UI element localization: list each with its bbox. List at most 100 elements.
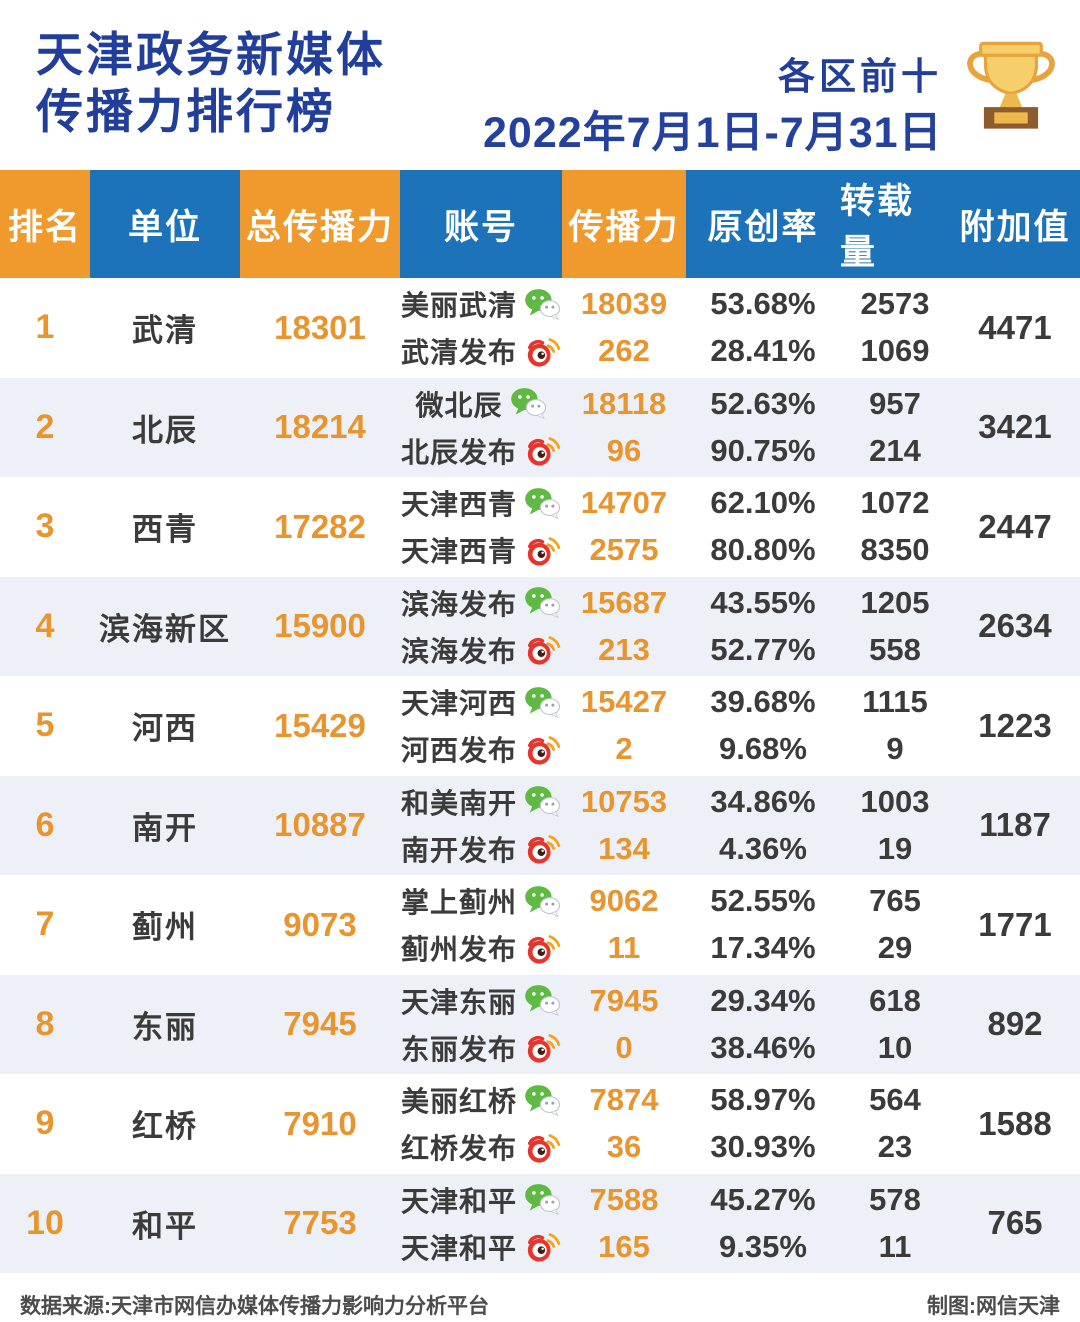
- column-header-original: 原创率: [707, 207, 819, 247]
- repost-value: 618: [869, 982, 921, 1018]
- account-name: 微北辰: [415, 389, 503, 421]
- power-value: 36: [606, 1129, 642, 1165]
- rank-value: 5: [35, 706, 55, 745]
- added-value: 1187: [979, 806, 1051, 844]
- account-cell: 滨海发布 滨海发布: [400, 577, 562, 677]
- account-name: 天津和平: [400, 1232, 517, 1264]
- wechat-icon: [524, 1084, 561, 1117]
- power-cell: 14707 2575: [562, 477, 686, 577]
- repost-value: 1115: [862, 684, 928, 720]
- column-header-group: 原创率 转载量 附加值: [686, 170, 1080, 278]
- account-line-wechat: 天津西青: [400, 480, 562, 527]
- power-value: 11: [607, 930, 641, 966]
- rank-value: 2: [35, 407, 55, 446]
- unit-name: 武清: [132, 313, 198, 349]
- power-value: 15687: [580, 584, 668, 620]
- wechat-icon: [524, 1183, 561, 1216]
- added-value: 3421: [978, 408, 1052, 446]
- repost-value: 1205: [860, 584, 930, 620]
- original-rate-value: 62.10%: [710, 485, 816, 521]
- total-power-value: 15900: [274, 607, 366, 645]
- table-row: 1 武清 18301 美丽武清 武清发布 18039 262 53.68% 28…: [0, 278, 1080, 378]
- power-cell: 15687 213: [562, 577, 686, 677]
- repost-value: 957: [869, 385, 921, 421]
- account-name: 武清发布: [400, 337, 517, 369]
- total-power-value: 18214: [274, 408, 366, 446]
- power-value: 18118: [581, 385, 667, 421]
- power-value: 7874: [589, 1082, 659, 1118]
- account-line-weibo: 武清发布: [400, 328, 562, 375]
- power-value: 10753: [580, 783, 668, 819]
- repost-cell: 1115 9: [840, 676, 950, 776]
- total-power-value: 15429: [274, 706, 366, 744]
- original-rate-cell: 45.27% 9.35%: [686, 1174, 840, 1274]
- power-cell: 9062 11: [562, 875, 686, 975]
- account-name: 东丽发布: [400, 1033, 517, 1065]
- repost-cell: 1072 8350: [840, 477, 950, 577]
- original-rate-cell: 52.63% 90.75%: [686, 378, 840, 478]
- account-line-weibo: 天津和平: [400, 1223, 562, 1270]
- total-power-value: 7910: [283, 1104, 357, 1142]
- repost-value: 8350: [860, 532, 930, 568]
- account-line-wechat: 滨海发布: [400, 579, 562, 626]
- power-value: 262: [598, 333, 650, 369]
- unit-name: 北辰: [132, 412, 198, 448]
- hero-header: 天津政务新媒体 传播力排行榜 各区前十 2022年7月1日-7月31日: [0, 0, 1080, 170]
- table-header: 排名 单位 总传播力 账号 传播力 原创率 转载量 附加值: [0, 170, 1080, 278]
- table-row: 2 北辰 18214 微北辰 北辰发布 18118 96 52.63% 90.7…: [0, 377, 1080, 478]
- original-rate-cell: 43.55% 52.77%: [686, 577, 840, 677]
- wechat-icon: [524, 984, 561, 1017]
- account-name: 天津西青: [400, 489, 517, 521]
- account-name: 滨海发布: [400, 588, 517, 620]
- account-name: 蓟州发布: [400, 934, 517, 966]
- wechat-icon: [524, 586, 561, 619]
- power-value: 2575: [589, 532, 659, 568]
- repost-cell: 1003 19: [840, 776, 950, 876]
- repost-cell: 618 10: [840, 975, 950, 1075]
- repost-cell: 765 29: [840, 875, 950, 975]
- power-cell: 15427 2: [562, 676, 686, 776]
- added-value: 1588: [978, 1104, 1052, 1142]
- original-rate-value: 45.27%: [710, 1181, 816, 1217]
- account-line-wechat: 和美南开: [400, 778, 562, 825]
- account-name: 和美南开: [400, 787, 517, 819]
- unit-name: 滨海新区: [99, 611, 231, 647]
- account-name: 天津西青: [400, 536, 517, 568]
- original-rate-value: 17.34%: [710, 930, 816, 966]
- column-header-repost: 转载量: [840, 182, 915, 272]
- credit-note: 制图:网信天津: [927, 1295, 1060, 1318]
- account-line-wechat: 微北辰: [400, 380, 562, 427]
- unit-name: 和平: [132, 1208, 198, 1244]
- original-rate-value: 53.68%: [710, 286, 816, 322]
- original-rate-value: 52.77%: [710, 631, 816, 667]
- trophy-icon: [960, 30, 1062, 138]
- account-line-weibo: 红桥发布: [400, 1124, 562, 1171]
- added-value: 892: [987, 1005, 1043, 1043]
- power-value: 134: [598, 830, 650, 866]
- unit-name: 蓟州: [132, 910, 198, 946]
- table-row: 4 滨海新区 15900 滨海发布 滨海发布 15687 213 43.55% …: [0, 576, 1080, 677]
- power-value: 96: [606, 432, 642, 468]
- total-power-value: 7945: [283, 1005, 357, 1043]
- power-value: 18039: [580, 286, 668, 322]
- account-line-wechat: 掌上蓟州: [400, 878, 562, 925]
- wechat-icon: [524, 288, 561, 321]
- account-line-weibo: 河西发布: [400, 726, 562, 773]
- column-header-power: 传播力: [562, 170, 686, 278]
- wechat-icon: [524, 487, 561, 520]
- account-line-wechat: 天津东丽: [400, 977, 562, 1024]
- page-title-line1: 天津政务新媒体: [36, 28, 386, 81]
- account-cell: 掌上蓟州 蓟州发布: [400, 875, 562, 975]
- repost-value: 10: [877, 1029, 913, 1065]
- original-rate-value: 80.80%: [710, 532, 816, 568]
- power-cell: 7588 165: [562, 1174, 686, 1274]
- original-rate-value: 43.55%: [710, 584, 816, 620]
- weibo-icon: [524, 932, 561, 965]
- repost-value: 564: [869, 1082, 921, 1118]
- repost-cell: 578 11: [840, 1174, 950, 1274]
- table-row: 6 南开 10887 和美南开 南开发布 10753 134 34.86% 4.…: [0, 775, 1080, 876]
- account-name: 掌上蓟州: [400, 887, 517, 919]
- rank-value: 4: [35, 606, 55, 645]
- account-name: 美丽红桥: [400, 1086, 517, 1118]
- original-rate-cell: 39.68% 9.68%: [686, 676, 840, 776]
